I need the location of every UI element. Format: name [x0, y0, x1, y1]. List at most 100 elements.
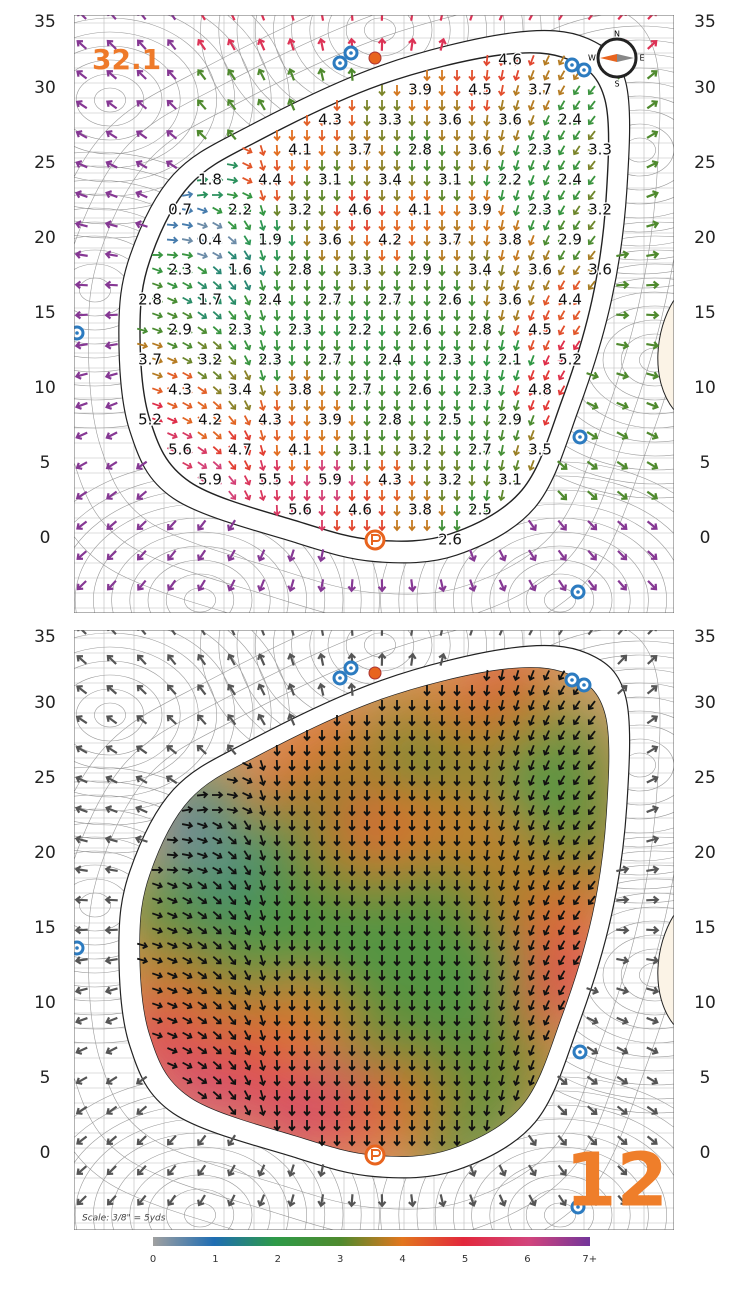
slope-arrow: [212, 895, 222, 905]
slope-arrow: [527, 985, 535, 996]
slope-arrow: [288, 445, 296, 457]
slope-arrow: [288, 865, 296, 877]
slope-arrow: [393, 760, 401, 772]
slope-arrow: [557, 970, 566, 981]
slope-arrow: [587, 1194, 597, 1206]
slope-arrow: [318, 820, 326, 832]
slope-arrow: [228, 985, 237, 995]
slope-arrow: [348, 310, 356, 322]
slope-arrow: [303, 1015, 311, 1027]
slope-arrow: [182, 896, 193, 905]
slope-arrow: [76, 1195, 87, 1206]
slope-arrow: [288, 250, 296, 262]
slope-arrow: [512, 849, 520, 862]
slope-arrow: [453, 520, 461, 532]
slope-arrow: [135, 745, 148, 755]
slope-arrow: [333, 400, 341, 412]
slope-arrow: [408, 145, 416, 157]
slope-arrow: [182, 1031, 193, 1040]
slope-arrow: [616, 1105, 628, 1115]
slope-arrow: [557, 820, 566, 831]
slope-arrow: [528, 579, 537, 592]
slope-arrow: [557, 70, 566, 81]
slope-arrow: [527, 235, 535, 246]
contour: [111, 1146, 289, 1230]
slope-arrow: [438, 220, 446, 232]
slope-arrow: [197, 1194, 206, 1207]
slope-arrow: [468, 129, 476, 142]
slope-arrow: [497, 684, 506, 697]
slope-arrow: [542, 250, 550, 261]
slope-arrow: [586, 431, 599, 440]
slope-arrow: [273, 924, 281, 937]
slope-arrow: [226, 161, 239, 169]
slope-arrow: [363, 1105, 371, 1117]
slope-arrow: [151, 251, 164, 259]
slope-arrow: [542, 145, 550, 156]
slope-arrow: [243, 250, 252, 261]
contour: [94, 702, 126, 728]
slope-arrow: [393, 1045, 401, 1057]
slope-arrow: [182, 446, 193, 455]
slope-arrow: [453, 790, 461, 802]
slope-arrow: [243, 340, 252, 351]
slope-arrow: [438, 415, 446, 427]
slope-arrow: [348, 1105, 356, 1117]
slope-arrow: [333, 1105, 341, 1117]
slope-arrow: [333, 310, 341, 322]
slope-arrow: [453, 880, 461, 892]
slope-arrow: [76, 580, 87, 591]
slope-arrow: [348, 160, 356, 172]
slope-arrow: [483, 369, 491, 382]
slope-arrow: [273, 819, 281, 832]
slope-arrow: [393, 865, 401, 877]
slope-arrow: [151, 342, 164, 350]
slope-arrow: [288, 130, 296, 142]
slope-arrow: [317, 1194, 326, 1208]
slope-arrow: [557, 370, 566, 381]
slope-arrow: [468, 159, 476, 172]
slope-arrow: [259, 789, 267, 802]
slope-arrow: [572, 130, 581, 141]
slope-arrow: [587, 820, 596, 831]
slope-arrow: [318, 415, 326, 427]
slope-arrow: [616, 460, 629, 470]
slope-arrow: [287, 1194, 296, 1208]
slope-arrow: [557, 190, 566, 201]
slope-arrow: [646, 250, 660, 259]
slope-arrow: [423, 175, 431, 187]
slope-arrow: [423, 1090, 431, 1102]
slope-arrow: [167, 549, 177, 561]
slope-arrow: [556, 460, 568, 470]
slope-arrow: [438, 400, 446, 412]
slope-arrow: [468, 879, 476, 892]
slope-label: 2.7: [378, 291, 402, 309]
slope-arrow: [378, 880, 386, 892]
slope-label: 4.2: [198, 411, 222, 429]
slope-arrow: [542, 850, 550, 861]
slope-arrow: [273, 279, 281, 292]
slope-arrow: [512, 789, 520, 802]
slope-arrow: [572, 790, 581, 801]
slope-arrow: [557, 940, 566, 951]
slope-arrow: [527, 265, 535, 276]
slope-arrow: [318, 730, 326, 742]
slope-arrow: [303, 355, 311, 367]
slope-arrow: [377, 630, 387, 636]
slope-arrow: [572, 715, 581, 726]
slope-arrow: [497, 984, 506, 997]
slope-arrow: [257, 15, 266, 21]
slope-arrow: [408, 37, 417, 51]
slope-arrow: [572, 295, 581, 306]
slope-arrow: [105, 190, 118, 199]
slope-arrow: [259, 204, 267, 217]
slope-arrow: [378, 145, 386, 157]
slope-arrow: [542, 895, 550, 906]
slope-label: 2.7: [318, 351, 342, 369]
slope-arrow: [483, 1059, 491, 1072]
sprinkler-dot: [582, 683, 586, 687]
slope-arrow: [646, 685, 658, 695]
slope-arrow: [527, 760, 535, 771]
slope-arrow: [258, 924, 267, 937]
slope-arrow: [197, 579, 206, 592]
